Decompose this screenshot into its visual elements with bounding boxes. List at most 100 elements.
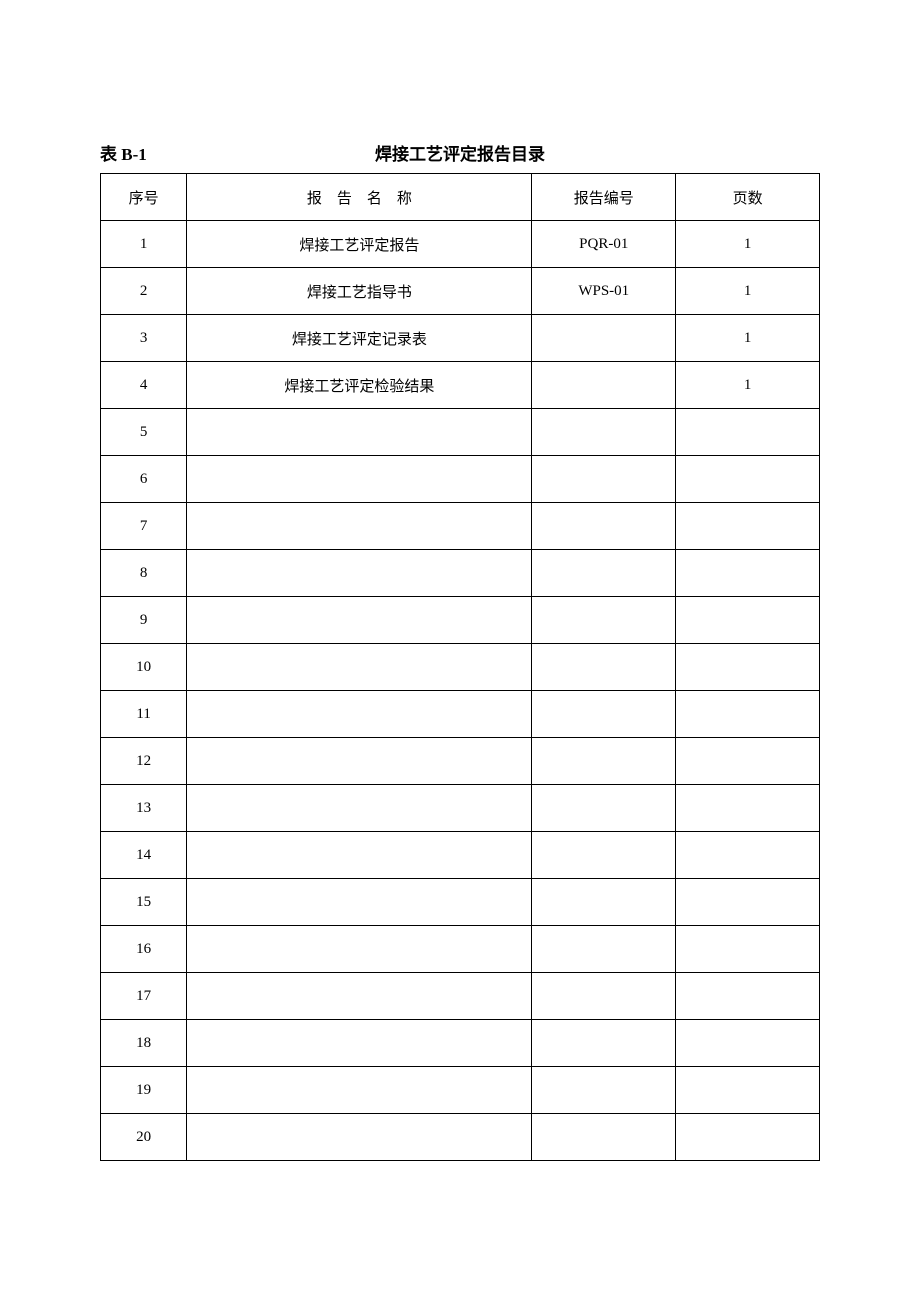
table-row: 2 焊接工艺指导书 WPS-01 1: [101, 268, 820, 315]
table-row: 12: [101, 738, 820, 785]
cell-name: 焊接工艺指导书: [187, 268, 532, 315]
column-header-name: 报 告 名 称: [187, 174, 532, 221]
cell-name: [187, 973, 532, 1020]
cell-name: 焊接工艺评定报告: [187, 221, 532, 268]
cell-name: 焊接工艺评定检验结果: [187, 362, 532, 409]
cell-name: [187, 879, 532, 926]
cell-code: [532, 456, 676, 503]
table-row: 17: [101, 973, 820, 1020]
cell-code: [532, 691, 676, 738]
table-row: 14: [101, 832, 820, 879]
cell-code: [532, 879, 676, 926]
cell-page: [676, 1067, 820, 1114]
cell-name: [187, 832, 532, 879]
cell-name: [187, 456, 532, 503]
table-row: 16: [101, 926, 820, 973]
cell-seq: 5: [101, 409, 187, 456]
table-row: 10: [101, 644, 820, 691]
cell-code: [532, 832, 676, 879]
cell-page: 1: [676, 221, 820, 268]
cell-page: [676, 691, 820, 738]
cell-page: [676, 597, 820, 644]
cell-page: [676, 879, 820, 926]
cell-name: [187, 785, 532, 832]
cell-code: [532, 785, 676, 832]
cell-seq: 13: [101, 785, 187, 832]
cell-code: [532, 644, 676, 691]
cell-page: [676, 456, 820, 503]
table-row: 9: [101, 597, 820, 644]
cell-seq: 1: [101, 221, 187, 268]
cell-seq: 7: [101, 503, 187, 550]
table-row: 3 焊接工艺评定记录表 1: [101, 315, 820, 362]
cell-code: WPS-01: [532, 268, 676, 315]
cell-seq: 2: [101, 268, 187, 315]
table-row: 5: [101, 409, 820, 456]
cell-seq: 11: [101, 691, 187, 738]
table-body: 1 焊接工艺评定报告 PQR-01 1 2 焊接工艺指导书 WPS-01 1 3…: [101, 221, 820, 1161]
cell-name: [187, 597, 532, 644]
table-title: 焊接工艺评定报告目录: [100, 140, 820, 165]
table-row: 19: [101, 1067, 820, 1114]
cell-code: [532, 973, 676, 1020]
table-row: 15: [101, 879, 820, 926]
table-row: 1 焊接工艺评定报告 PQR-01 1: [101, 221, 820, 268]
cell-code: [532, 597, 676, 644]
document-header: 表 B-1 焊接工艺评定报告目录: [100, 140, 820, 165]
cell-seq: 8: [101, 550, 187, 597]
cell-page: [676, 644, 820, 691]
cell-page: [676, 550, 820, 597]
column-header-seq: 序号: [101, 174, 187, 221]
cell-name: 焊接工艺评定记录表: [187, 315, 532, 362]
cell-seq: 15: [101, 879, 187, 926]
table-row: 13: [101, 785, 820, 832]
cell-name: [187, 691, 532, 738]
table-row: 11: [101, 691, 820, 738]
cell-page: [676, 1020, 820, 1067]
cell-page: [676, 409, 820, 456]
cell-page: [676, 1114, 820, 1161]
cell-name: [187, 1114, 532, 1161]
cell-seq: 12: [101, 738, 187, 785]
cell-code: [532, 738, 676, 785]
cell-page: [676, 926, 820, 973]
cell-code: [532, 1067, 676, 1114]
table-row: 18: [101, 1020, 820, 1067]
cell-seq: 9: [101, 597, 187, 644]
cell-name: [187, 1067, 532, 1114]
cell-seq: 18: [101, 1020, 187, 1067]
cell-seq: 4: [101, 362, 187, 409]
cell-code: [532, 926, 676, 973]
table-row: 7: [101, 503, 820, 550]
cell-seq: 17: [101, 973, 187, 1020]
cell-seq: 14: [101, 832, 187, 879]
cell-seq: 3: [101, 315, 187, 362]
cell-name: [187, 738, 532, 785]
cell-name: [187, 409, 532, 456]
cell-name: [187, 503, 532, 550]
cell-code: [532, 409, 676, 456]
column-header-page: 页数: [676, 174, 820, 221]
report-index-table: 序号 报 告 名 称 报告编号 页数 1 焊接工艺评定报告 PQR-01 1 2…: [100, 173, 820, 1161]
cell-page: [676, 832, 820, 879]
table-header-row: 序号 报 告 名 称 报告编号 页数: [101, 174, 820, 221]
cell-name: [187, 644, 532, 691]
cell-seq: 19: [101, 1067, 187, 1114]
table-row: 20: [101, 1114, 820, 1161]
cell-page: [676, 738, 820, 785]
cell-name: [187, 926, 532, 973]
table-row: 8: [101, 550, 820, 597]
cell-code: PQR-01: [532, 221, 676, 268]
cell-code: [532, 362, 676, 409]
cell-code: [532, 1114, 676, 1161]
cell-code: [532, 1020, 676, 1067]
cell-page: [676, 503, 820, 550]
cell-page: 1: [676, 268, 820, 315]
cell-seq: 6: [101, 456, 187, 503]
cell-seq: 10: [101, 644, 187, 691]
cell-code: [532, 503, 676, 550]
column-header-code: 报告编号: [532, 174, 676, 221]
cell-seq: 20: [101, 1114, 187, 1161]
cell-code: [532, 315, 676, 362]
cell-page: [676, 785, 820, 832]
